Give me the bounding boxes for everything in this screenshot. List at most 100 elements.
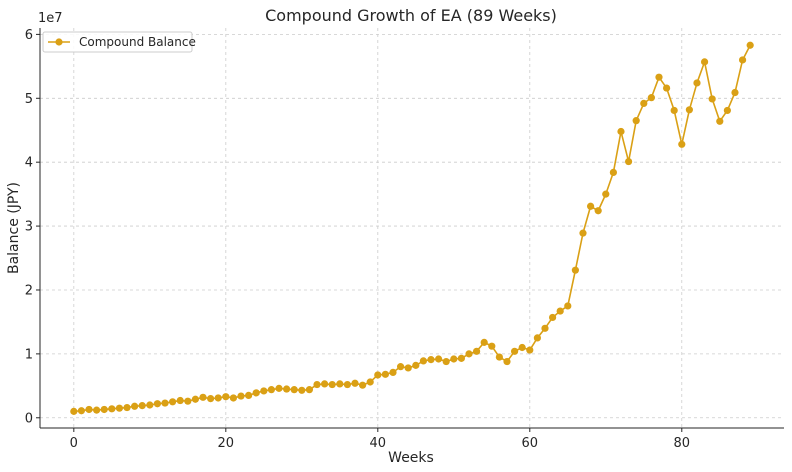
data-point [146,401,154,409]
legend-box [42,31,193,53]
y-tick-label: 3 [25,220,33,235]
data-point [374,371,382,379]
data-point [450,355,458,363]
data-point [480,338,488,346]
chart-title: Compound Growth of EA (89 Weeks) [265,6,557,25]
data-point [541,324,549,332]
x-tick-label: 20 [218,436,235,451]
data-point [716,117,724,125]
data-point [161,399,169,407]
legend-label: Compound Balance [79,35,196,49]
data-point [184,397,192,405]
data-point [571,266,579,274]
data-point [267,386,276,394]
x-gridlines [73,28,683,428]
data-point [640,99,648,107]
data-point [336,380,344,388]
data-point [731,88,739,97]
data-point [199,393,207,401]
y-tick-label: 6 [25,28,33,43]
data-point [617,127,625,136]
data-point [100,405,108,414]
x-tick-label: 60 [522,436,539,451]
data-point [465,350,473,358]
x-axis-ticks: 0 20 40 60 80 [70,428,690,451]
y-gridlines [40,33,784,419]
data-point [298,386,306,394]
data-point [685,106,693,114]
data-point [321,380,329,388]
data-point [176,396,184,405]
data-point [381,370,390,378]
x-axis-title: Weeks [388,450,434,466]
x-tick-label: 40 [370,436,387,451]
data-point [533,334,541,342]
data-point [412,361,420,369]
data-point [579,229,587,237]
data-point [343,380,352,389]
x-tick-label: 80 [674,436,691,451]
data-point [245,391,253,400]
data-point [495,353,503,361]
data-point [153,400,162,408]
data-point [138,402,146,410]
data-point [746,41,754,49]
data-point [442,357,450,366]
data-point [472,347,481,355]
data-point [191,395,200,403]
legend: Compound Balance [42,31,196,53]
y-axis-title: Balance (JPY) [6,182,22,274]
data-point [222,393,230,401]
data-point [351,379,359,387]
data-point [305,386,314,394]
data-point [283,385,291,393]
data-point [108,405,116,413]
data-point [419,357,427,365]
data-point [655,73,663,81]
data-point [738,56,747,64]
data-point [434,355,443,363]
data-point [359,381,367,389]
data-point [207,395,215,403]
data-point [548,313,557,322]
data-point [70,407,78,415]
series-group [70,41,754,415]
data-point [564,302,572,310]
data-point [670,106,678,115]
data-point [93,406,101,414]
data-point [457,354,465,362]
data-point [488,342,496,350]
data-point [678,140,686,148]
data-point [131,402,139,410]
y-tick-label: 0 [25,411,33,426]
data-point [427,356,435,364]
data-point [389,368,397,377]
data-point [624,157,633,166]
data-point [518,343,526,352]
data-point [693,79,701,87]
data-point [366,378,374,386]
data-point [647,94,655,102]
y-tick-label: 1 [25,347,33,362]
y-axis-ticks: 0 1 2 3 4 5 6 [25,28,40,426]
data-point [662,84,671,92]
data-point [700,58,709,66]
data-point [404,364,412,372]
data-point [632,117,640,125]
series-line [73,44,751,413]
data-point [252,389,260,397]
x-tick-label: 0 [70,436,78,451]
legend-marker-swatch [55,38,63,46]
data-point [290,386,298,394]
data-point [214,394,222,402]
data-point [169,398,177,406]
data-point [503,357,511,366]
data-point [85,405,93,414]
data-point [723,106,731,115]
data-point [275,384,283,392]
data-point [313,380,321,389]
data-point [77,407,86,415]
y-tick-label: 4 [25,156,33,171]
data-point [115,404,124,412]
